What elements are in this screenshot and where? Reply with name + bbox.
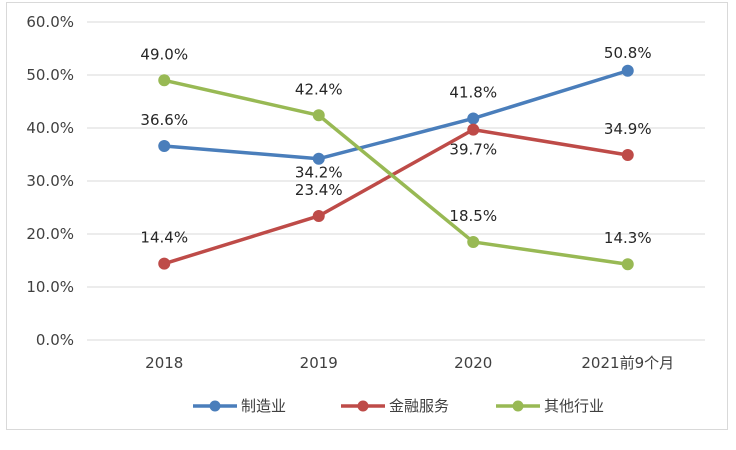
series-line: [162, 78, 630, 266]
series-line: [162, 127, 630, 266]
legend-swatch-marker: [357, 400, 369, 412]
data-label: 49.0%: [140, 45, 188, 63]
x-tick-label: 2021前9个月: [581, 354, 674, 372]
series-line: [162, 69, 630, 161]
data-label: 50.8%: [604, 44, 652, 62]
y-tick-label: 20.0%: [26, 225, 74, 243]
y-tick-label: 30.0%: [26, 172, 74, 190]
y-tick-label: 50.0%: [26, 66, 74, 84]
data-point: [621, 258, 634, 271]
data-point: [467, 123, 480, 136]
data-point: [621, 149, 634, 162]
x-tick-label: 2020: [454, 354, 492, 372]
data-point: [158, 74, 171, 87]
data-label: 36.6%: [140, 111, 188, 129]
data-point: [158, 140, 171, 153]
data-point: [312, 209, 325, 222]
data-label: 23.4%: [295, 181, 343, 199]
legend-item: 金融服务: [341, 397, 449, 415]
data-point: [158, 257, 171, 270]
legend-label: 金融服务: [389, 397, 449, 415]
data-point: [467, 112, 480, 125]
data-point: [621, 64, 634, 77]
y-tick-label: 10.0%: [26, 278, 74, 296]
data-label: 41.8%: [449, 83, 497, 101]
x-tick-label: 2019: [300, 354, 338, 372]
y-tick-label: 40.0%: [26, 119, 74, 137]
chart-frame: [6, 2, 728, 430]
data-label: 34.2%: [295, 164, 343, 182]
legend-item: 制造业: [193, 397, 286, 415]
x-axis-ticks: 2018 2019 2020 2021前9个月: [145, 354, 674, 372]
data-label: 14.4%: [140, 229, 188, 247]
legend-swatch-marker: [512, 400, 524, 412]
series-lines: [158, 64, 634, 271]
y-tick-label: 60.0%: [26, 13, 74, 31]
data-label: 42.4%: [295, 80, 343, 98]
data-point: [312, 109, 325, 122]
y-tick-label: 0.0%: [36, 331, 74, 349]
data-label: 39.7%: [449, 141, 497, 159]
legend: 制造业 金融服务 其他行业: [193, 397, 604, 415]
legend-label: 制造业: [241, 397, 286, 415]
data-label: 18.5%: [449, 207, 497, 225]
x-tick-label: 2018: [145, 354, 183, 372]
legend-swatch-marker: [209, 400, 221, 412]
data-point: [467, 235, 480, 248]
data-point: [312, 152, 325, 165]
legend-item: 其他行业: [496, 397, 604, 415]
data-label: 34.9%: [604, 120, 652, 138]
legend-label: 其他行业: [544, 397, 604, 415]
data-labels: 36.6% 34.2% 41.8% 50.8% 14.4% 23.4% 39.7% 34.9%…: [140, 44, 651, 247]
y-axis-ticks: 0.0% 10.0% 20.0% 30.0% 40.0% 50.0% 60.0%: [26, 13, 74, 349]
gridlines: [87, 21, 705, 341]
data-label: 14.3%: [604, 229, 652, 247]
